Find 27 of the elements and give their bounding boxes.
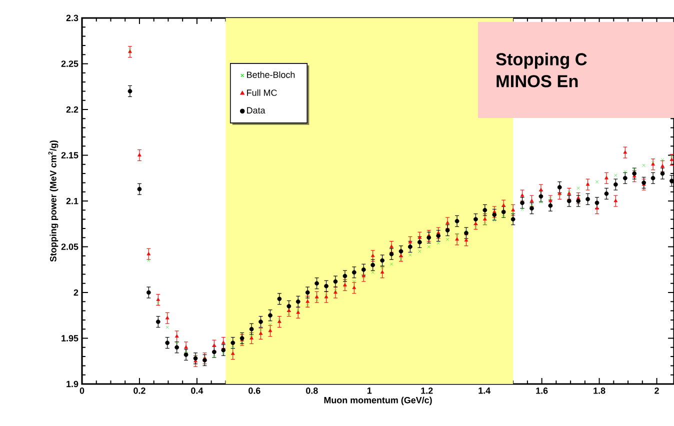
annotation: MINOS En <box>496 75 578 88</box>
y-tick-label: 2.15 <box>61 152 78 158</box>
x-tick-label: 0 <box>80 388 84 394</box>
legend-label: Full MC <box>247 89 277 96</box>
x-tick-label: 0.6 <box>248 388 260 394</box>
legend-label: Bethe-Bloch <box>247 71 295 78</box>
annotation: Stopping C <box>496 52 587 69</box>
y-axis-title: Stopping power (MeV cm$^{2}$/g) <box>48 140 58 262</box>
y-tick-label: 2.1 <box>66 198 78 204</box>
legend-label: Data <box>247 107 266 114</box>
y-tick-label: 2.2 <box>66 106 78 113</box>
x-tick-label: 1.6 <box>536 388 548 394</box>
y-tick-label: 2.25 <box>61 60 78 67</box>
x-tick-label: 0.2 <box>134 388 146 394</box>
y-tick-label: 1.9 <box>66 380 78 388</box>
y-tick-label: 2 <box>74 289 78 296</box>
x-tick-label: 0.4 <box>191 388 204 394</box>
y-tick-label: 1.95 <box>62 335 78 342</box>
x-tick-label: 1 <box>367 388 372 394</box>
y-tick-label: 2.3 <box>66 14 78 22</box>
x-tick-label: 0.8 <box>306 388 318 394</box>
x-tick-label: 1.8 <box>594 388 606 394</box>
x-tick-label: 1.4 <box>478 388 491 394</box>
y-tick-label: 2.05 <box>61 244 78 250</box>
x-axis-title: Muon momentum (GeV/c) <box>324 396 432 406</box>
x-tick-label: 1.2 <box>421 388 433 394</box>
x-tick-label: 2 <box>654 388 659 394</box>
